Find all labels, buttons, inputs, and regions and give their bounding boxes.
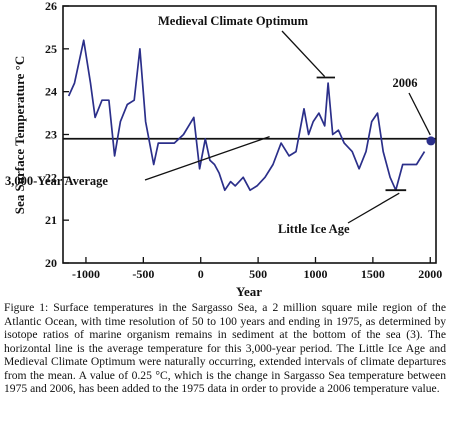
- x-tick-label: 500: [249, 267, 267, 281]
- y-tick-label: 21: [45, 213, 57, 227]
- year-2006-label: 2006: [393, 76, 418, 90]
- y-tick-label: 24: [45, 85, 57, 99]
- point-2006-marker: [426, 136, 436, 146]
- y-axis-ticks: 20 21 22 23 24 25 26: [45, 0, 69, 270]
- annotations: Medieval Climate Optimum 3,000-Year Avera…: [5, 14, 431, 236]
- average-label: 3,000-Year Average: [5, 174, 108, 188]
- x-tick-label: 1500: [361, 267, 385, 281]
- x-tick-label: 2000: [418, 267, 442, 281]
- x-tick-label: -1000: [72, 267, 100, 281]
- medieval-optimum-pointer: [281, 30, 326, 77]
- y-tick-label: 23: [45, 128, 57, 142]
- little-ice-age-pointer: [347, 192, 400, 224]
- figure-caption: Figure 1: Surface temperatures in the Sa…: [4, 301, 446, 395]
- x-axis-ticks: -1000 -500 0 500 1000 1500 2000: [72, 257, 442, 281]
- x-tick-label: -500: [132, 267, 154, 281]
- temperature-series-line: [67, 39, 426, 192]
- y-axis-title: Sea Surface Temperature °C: [12, 56, 27, 214]
- y-axis-label: Sea Surface Temperature °C: [12, 56, 27, 214]
- little-ice-age-label: Little Ice Age: [278, 222, 350, 236]
- x-axis-label: Year: [236, 284, 262, 299]
- average-pointer: [144, 136, 270, 181]
- temperature-chart: Sea Surface Temperature °C -1000 -500 0 500…: [5, 0, 442, 299]
- year-2006-pointer: [408, 92, 431, 136]
- y-tick-label: 20: [45, 256, 57, 270]
- y-tick-label: 22: [45, 170, 57, 184]
- y-tick-label: 26: [45, 0, 57, 13]
- x-tick-label: 1000: [303, 267, 327, 281]
- y-tick-label: 25: [45, 42, 57, 56]
- medieval-optimum-label: Medieval Climate Optimum: [158, 14, 309, 28]
- x-tick-label: 0: [198, 267, 204, 281]
